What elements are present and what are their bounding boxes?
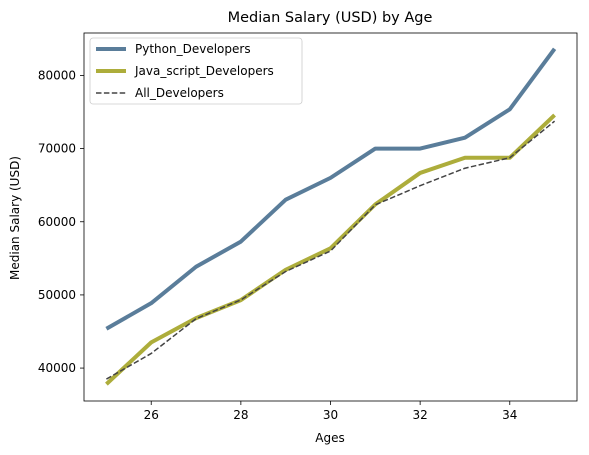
legend-label: Python_Developers [135, 42, 251, 56]
y-tick-label: 60000 [38, 215, 76, 229]
x-axis: 26 28 30 32 34 [144, 401, 517, 422]
x-tick-label: 26 [144, 408, 159, 422]
x-tick-label: 32 [412, 408, 427, 422]
y-axis-label: Median Salary (USD) [8, 156, 22, 280]
series-line-java-script-developers [105, 113, 556, 386]
plot-lines [105, 47, 557, 386]
series-line-all-developers [106, 120, 556, 380]
x-tick-label: 28 [233, 408, 248, 422]
legend: Python_Developers Java_script_Developers A… [89, 37, 303, 105]
y-tick-label: 50000 [38, 288, 76, 302]
chart-title: Median Salary (USD) by Age [228, 10, 433, 26]
series-line-python-developers [105, 47, 557, 331]
legend-label: Java_script_Developers [134, 64, 274, 78]
y-axis: 40000 50000 60000 70000 80000 [38, 68, 84, 375]
x-tick-label: 34 [502, 408, 517, 422]
x-tick-label: 30 [323, 408, 338, 422]
y-tick-label: 40000 [38, 361, 76, 375]
y-tick-label: 80000 [38, 68, 76, 82]
x-axis-label: Ages [315, 431, 344, 445]
y-tick-label: 70000 [38, 142, 76, 156]
legend-box [89, 37, 303, 105]
legend-label: All_Developers [135, 86, 224, 100]
